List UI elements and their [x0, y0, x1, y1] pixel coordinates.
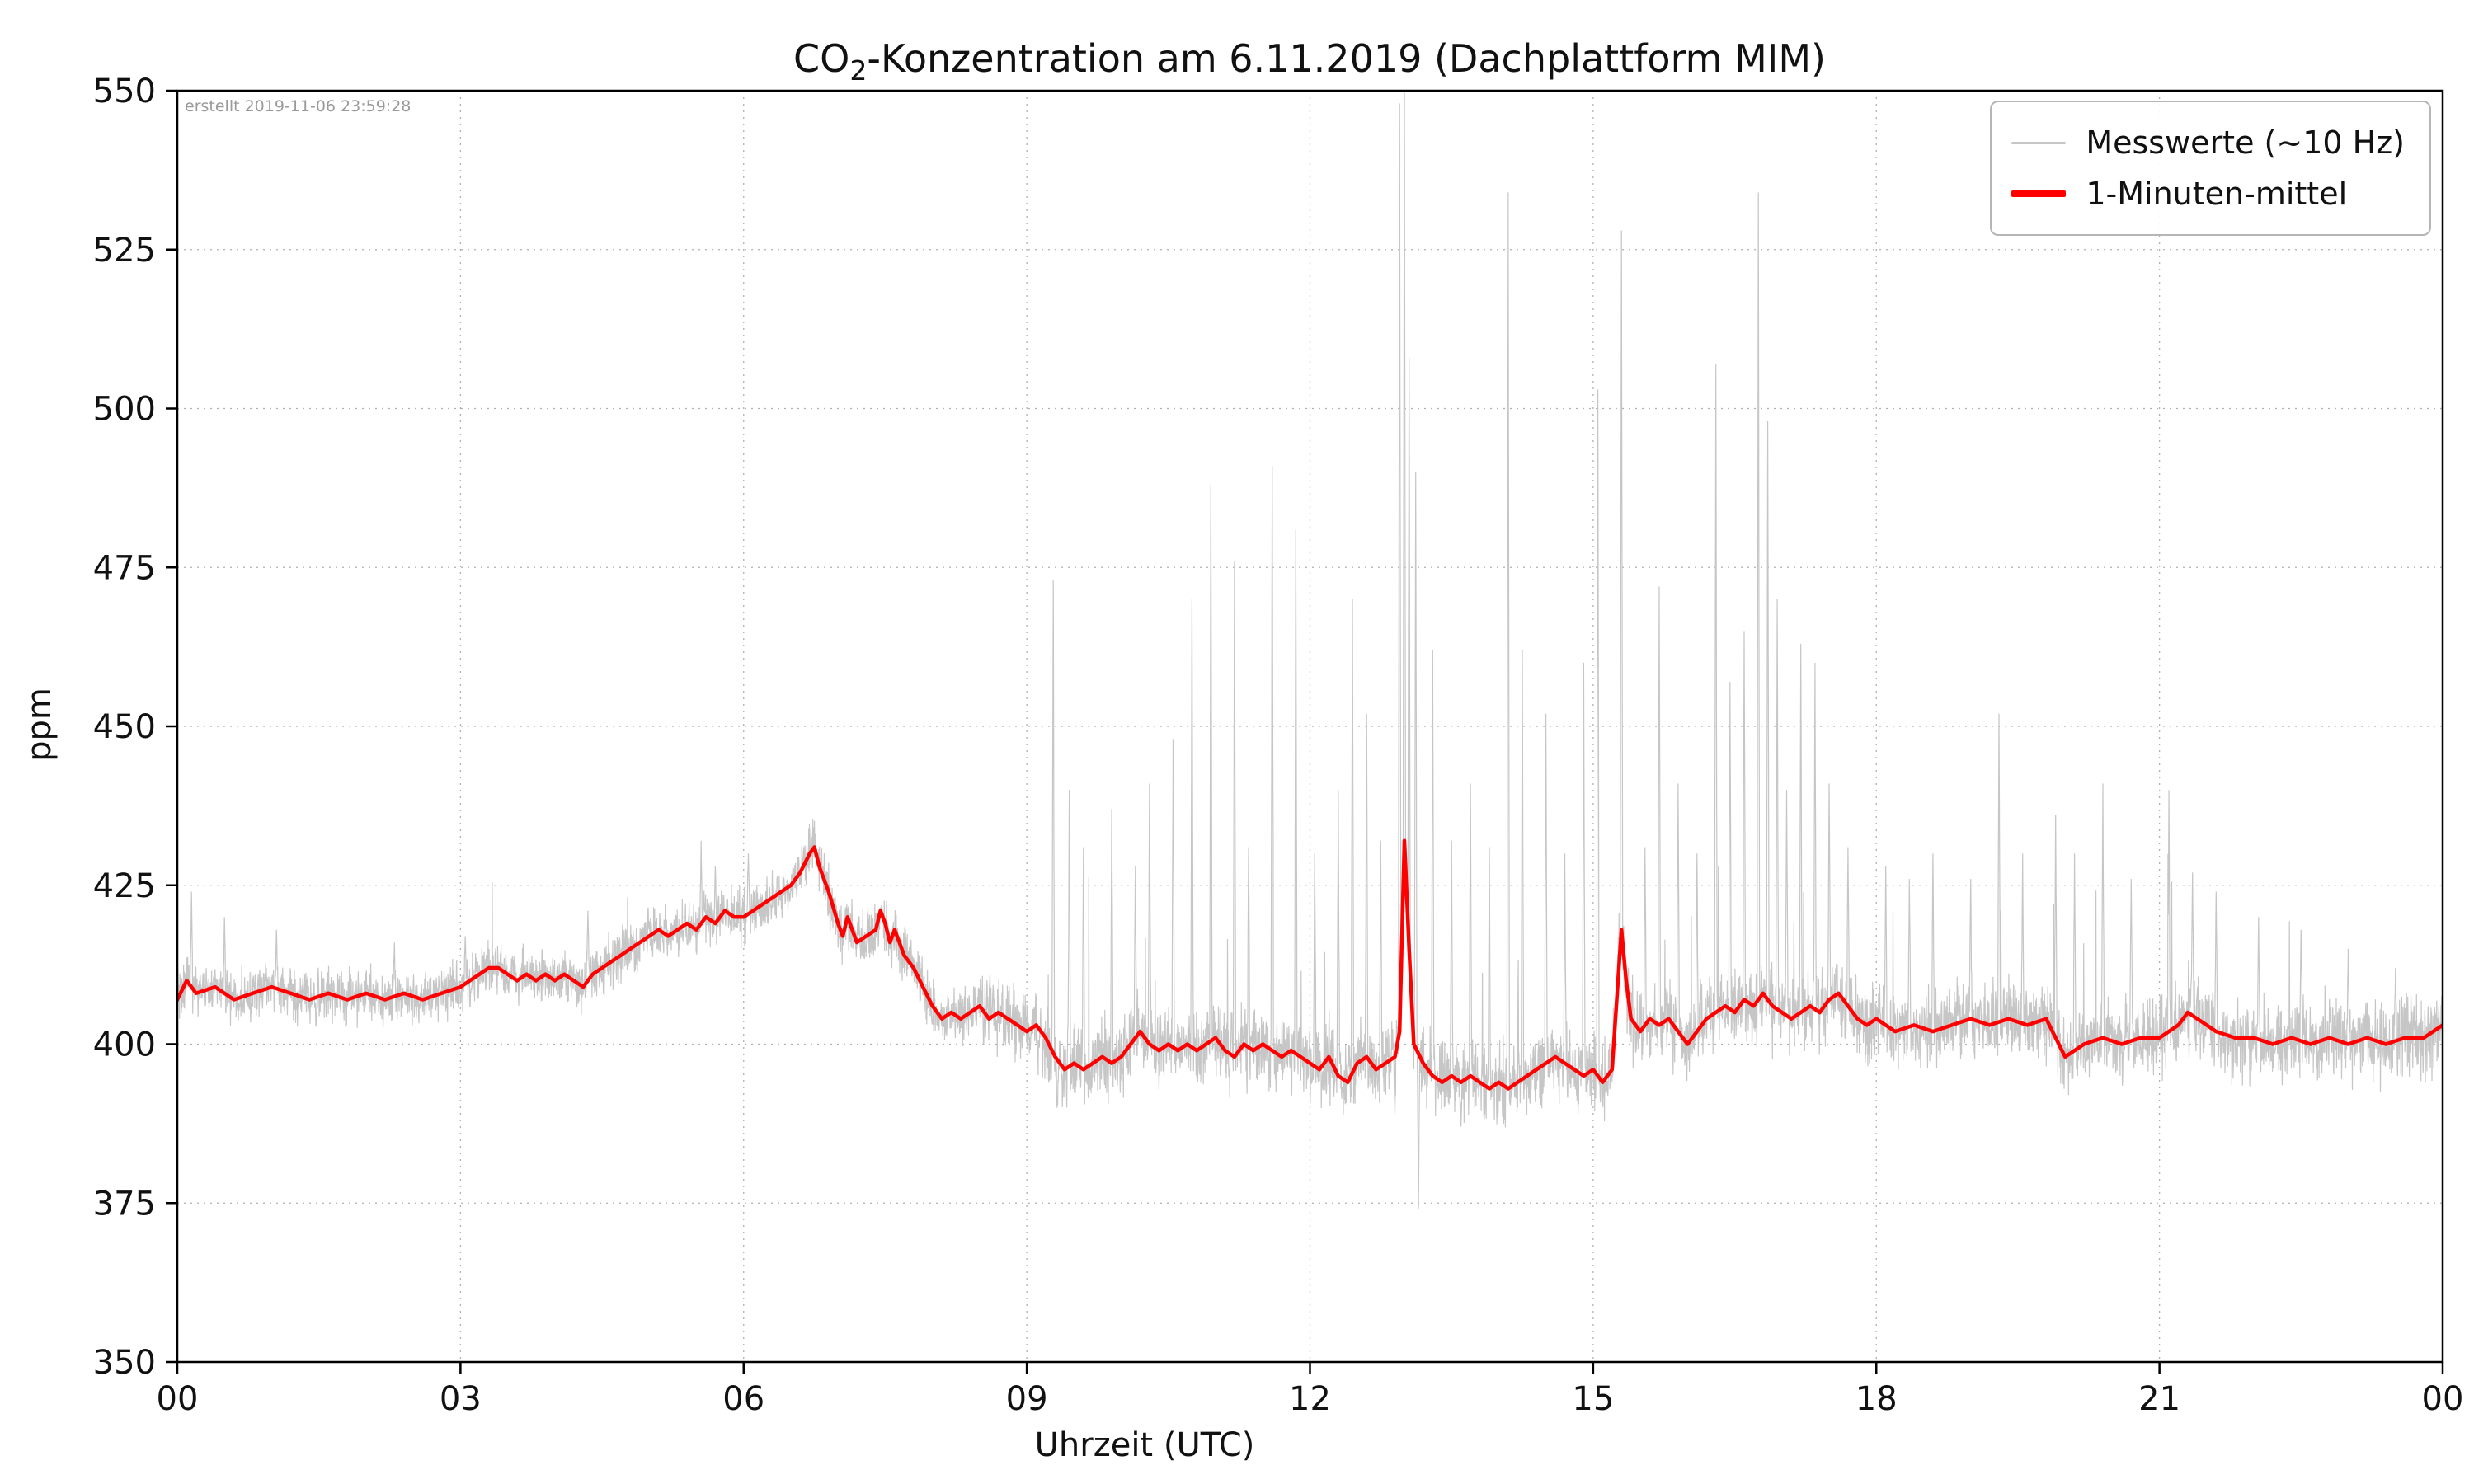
chart-title-rest: -Konzentration am 6.11.2019 (Dachplattfo… — [867, 36, 1826, 81]
x-tick-label: 00 — [157, 1380, 199, 1418]
created-timestamp: erstellt 2019-11-06 23:59:28 — [185, 97, 412, 115]
y-tick-label: 550 — [93, 73, 156, 110]
x-tick-label: 18 — [1856, 1380, 1898, 1418]
legend-item-mean: 1-Minuten-mittel — [2011, 168, 2405, 219]
raw-line-swatch — [2011, 141, 2067, 144]
y-tick-label: 400 — [93, 1026, 156, 1064]
x-tick-label: 12 — [1289, 1380, 1331, 1418]
legend-label-raw: Messwerte (~10 Hz) — [2086, 124, 2405, 161]
legend: Messwerte (~10 Hz) 1-Minuten-mittel — [1990, 101, 2431, 236]
x-tick-label: 06 — [722, 1380, 764, 1418]
y-tick-label: 475 — [93, 549, 156, 587]
chart-title: CO2-Konzentration am 6.11.2019 (Dachplat… — [567, 36, 2052, 87]
y-tick-label: 525 — [93, 232, 156, 270]
chart-title-prefix: CO — [793, 36, 850, 81]
x-tick-label: 15 — [1572, 1380, 1614, 1418]
chart-title-subscript: 2 — [849, 54, 868, 87]
y-axis-label: ppm — [21, 688, 59, 762]
y-tick-label: 450 — [93, 708, 156, 746]
mean-line-swatch — [2011, 190, 2067, 197]
x-tick-label: 03 — [440, 1380, 482, 1418]
x-tick-label: 21 — [2138, 1380, 2180, 1418]
x-tick-label: 09 — [1006, 1380, 1048, 1418]
y-tick-label: 350 — [93, 1344, 156, 1382]
x-axis-label: Uhrzeit (UTC) — [1034, 1426, 1255, 1464]
y-tick-label: 375 — [93, 1185, 156, 1223]
legend-item-raw: Messwerte (~10 Hz) — [2011, 117, 2405, 168]
legend-label-mean: 1-Minuten-mittel — [2086, 176, 2348, 212]
y-tick-label: 425 — [93, 867, 156, 905]
y-tick-label: 500 — [93, 391, 156, 429]
x-tick-label: 00 — [2422, 1380, 2464, 1418]
